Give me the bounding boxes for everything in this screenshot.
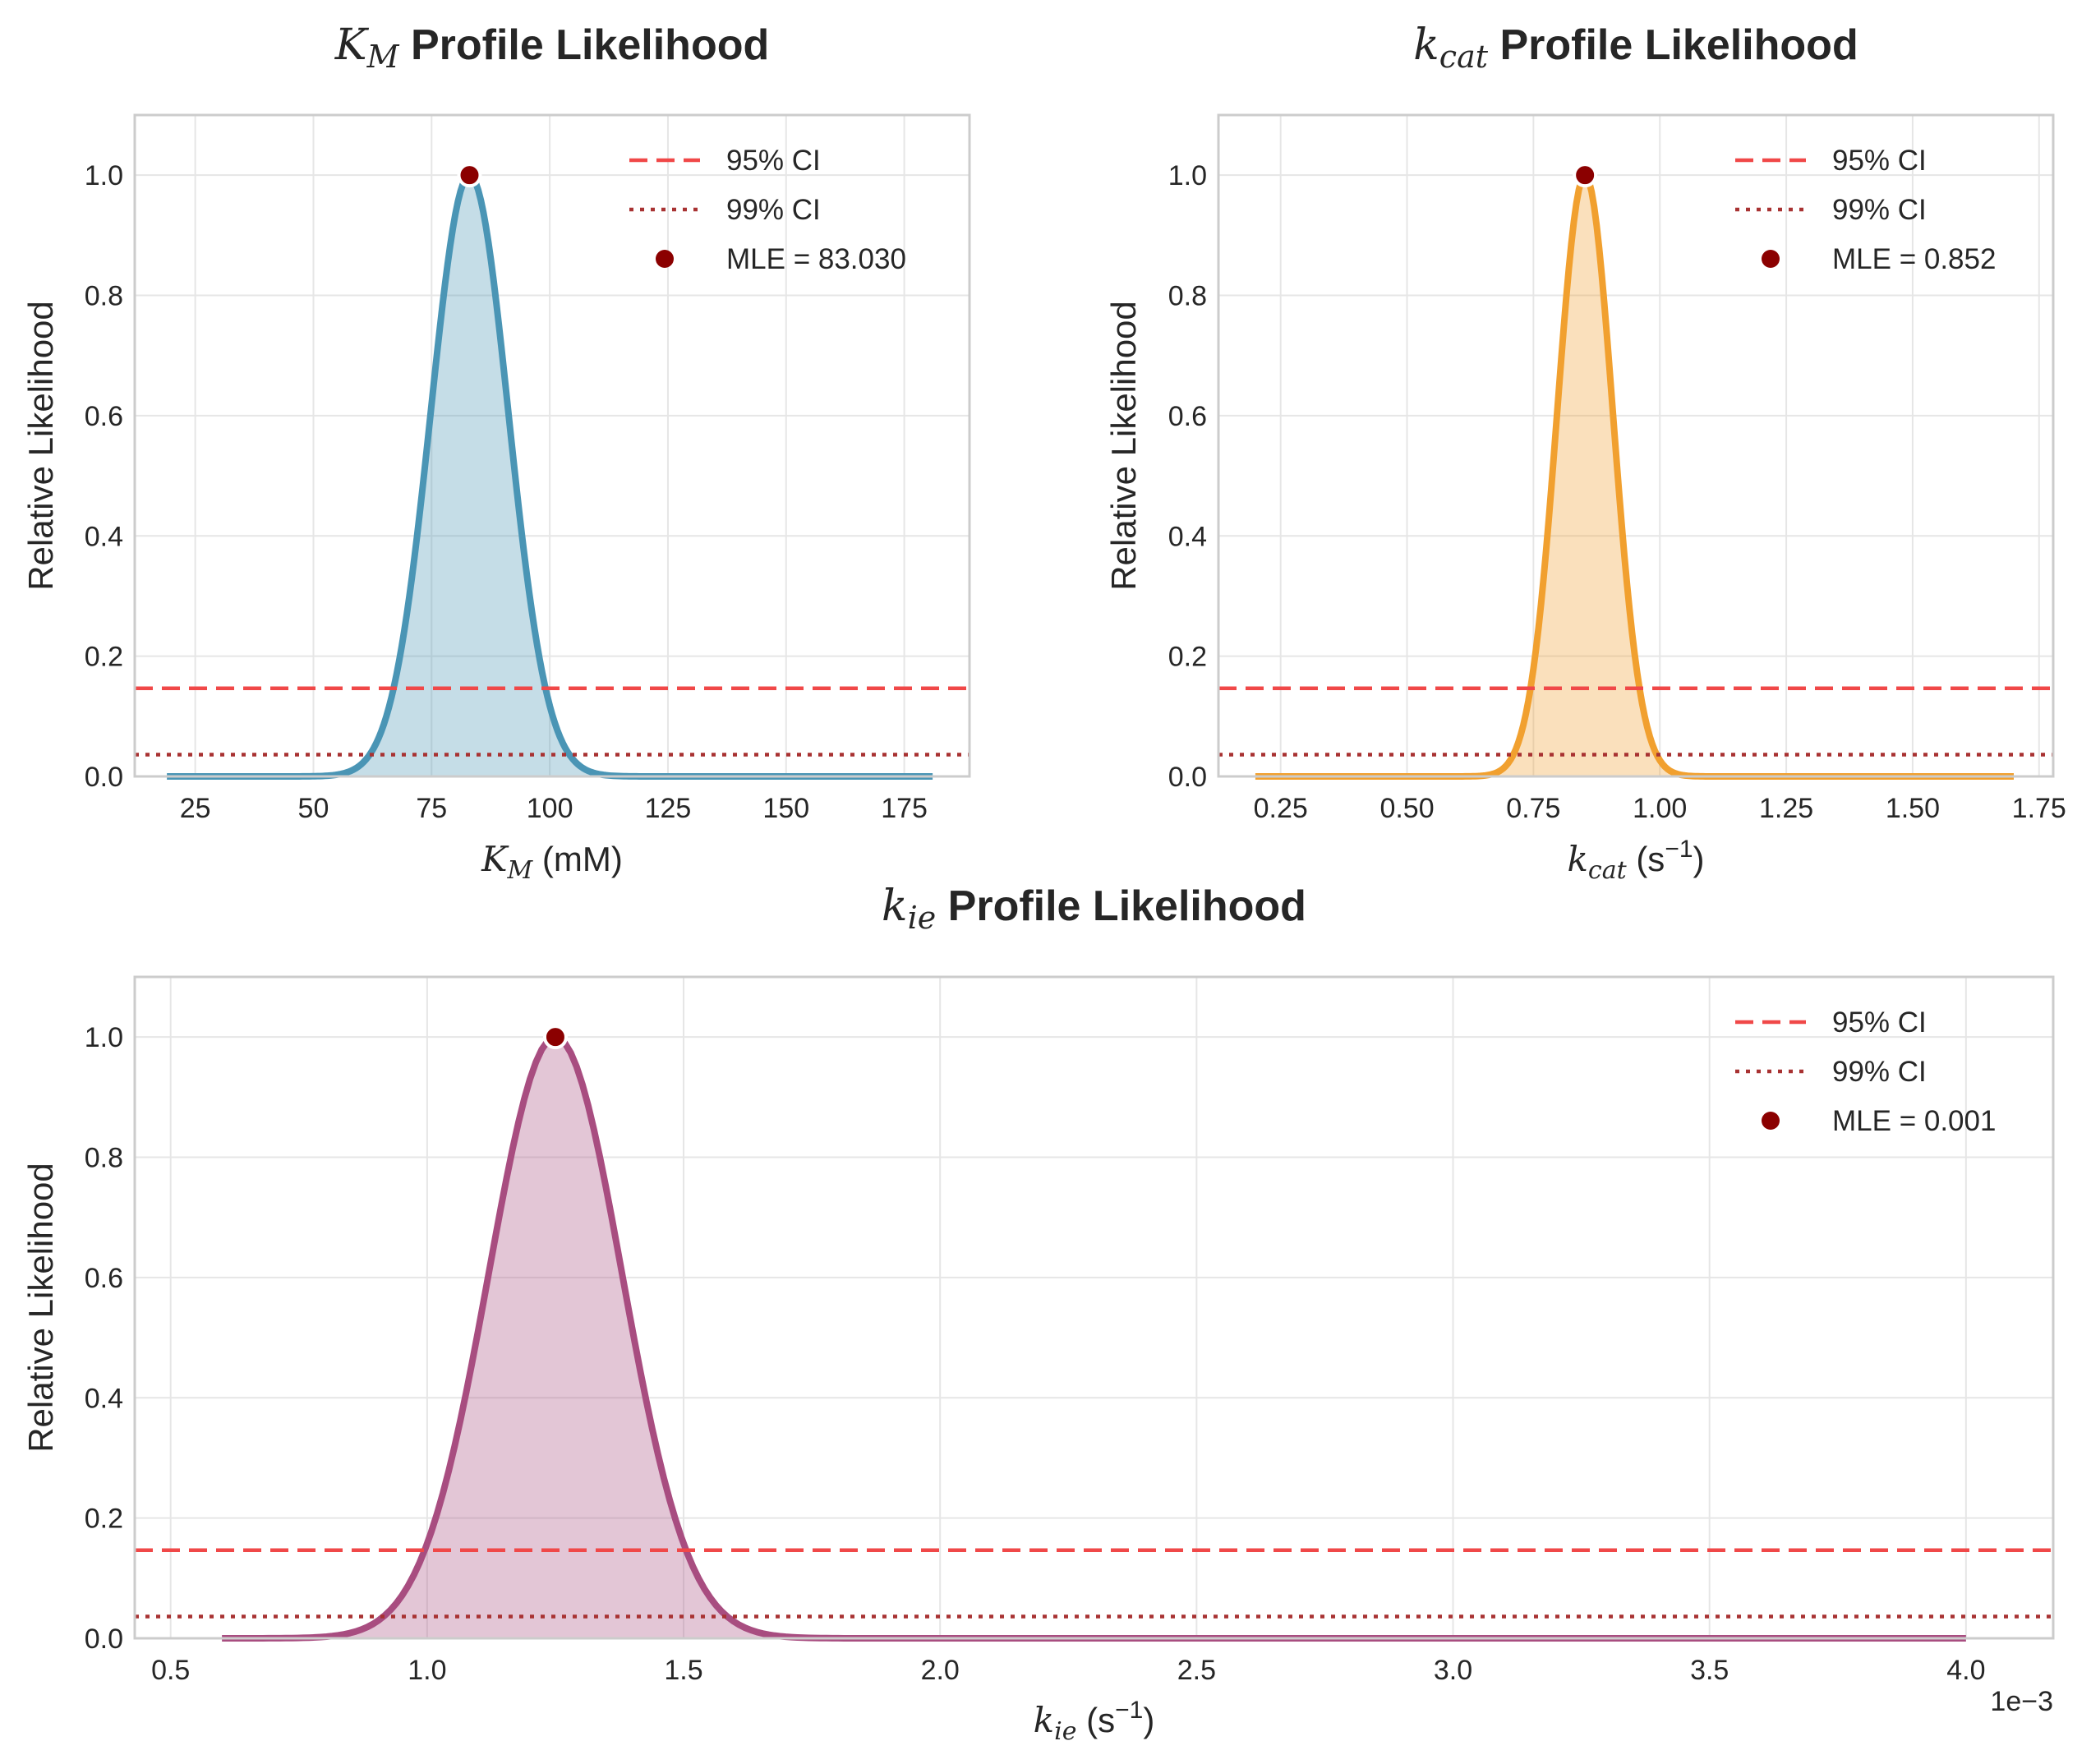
x-tick-label: 1.25 xyxy=(1759,793,1813,824)
y-tick-label: 0.4 xyxy=(85,1383,123,1414)
legend-mle-marker xyxy=(1762,250,1780,268)
panel-kcat: 0.25 0.50 0.75 1.00 1.25 1.50 1.75 0.0 0.2 0.4 0.6… xyxy=(1104,21,2066,885)
x-axis-label: KM (mM) xyxy=(481,839,623,885)
chart-title: KM Profile Likelihood xyxy=(334,21,770,75)
x-tick-label: 1.50 xyxy=(1886,793,1940,824)
x-tick-label: 175 xyxy=(881,793,928,824)
legend-label: 95% CI xyxy=(1832,1006,1927,1039)
y-tick-label: 0.6 xyxy=(85,401,123,432)
y-tick-label: 0.8 xyxy=(85,1143,123,1174)
y-axis-label: Relative Likelihood xyxy=(21,1163,60,1453)
y-tick-label: 1.0 xyxy=(85,1022,123,1053)
axes-frame xyxy=(1217,113,2055,778)
y-tick-label: 0.2 xyxy=(85,1504,123,1535)
x-axis-label: kie (s−1) xyxy=(1034,1697,1155,1746)
x-tick-label: 2.0 xyxy=(921,1655,960,1686)
y-tick-label: 1.0 xyxy=(1168,160,1207,191)
x-tick-label: 3.5 xyxy=(1690,1655,1729,1686)
y-tick-label: 0.6 xyxy=(1168,401,1207,432)
y-tick-label: 0.8 xyxy=(1168,281,1207,312)
y-tick-label: 0.0 xyxy=(85,762,123,793)
legend-label: 99% CI xyxy=(726,194,821,226)
y-tick-label: 0.8 xyxy=(85,281,123,312)
legend-label: 95% CI xyxy=(726,145,821,177)
mle-point xyxy=(542,1025,568,1050)
x-tick-label: 0.25 xyxy=(1254,793,1308,824)
x-tick-label: 75 xyxy=(416,793,447,824)
x-axis-label: kcat (s−1) xyxy=(1567,836,1704,885)
legend-label: 95% CI xyxy=(1832,145,1927,177)
y-tick-label: 0.4 xyxy=(1168,521,1207,552)
x-tick-label: 3.0 xyxy=(1434,1655,1472,1686)
x-tick-label: 4.0 xyxy=(1946,1655,1985,1686)
y-tick-label: 0.2 xyxy=(1168,642,1207,673)
legend: 95% CI 99% CI MLE = 0.001 xyxy=(1735,1006,1996,1137)
legend-label: 99% CI xyxy=(1832,1056,1927,1088)
chart-title: kcat Profile Likelihood xyxy=(1413,21,1858,75)
x-tick-label: 25 xyxy=(180,793,211,824)
x-tick-label: 2.5 xyxy=(1177,1655,1216,1686)
y-axis-label: Relative Likelihood xyxy=(21,301,60,591)
x-tick-label: 1.5 xyxy=(664,1655,702,1686)
panel-kie: 0.5 1.0 1.5 2.0 2.5 3.0 3.5 4.0 0.0 0.2 0.4 0.6 0.8 1… xyxy=(21,882,2055,1746)
x-tick-label: 150 xyxy=(762,793,809,824)
x-tick-label: 0.75 xyxy=(1506,793,1560,824)
y-tick-label: 0.0 xyxy=(85,1624,123,1655)
legend-label: MLE = 83.030 xyxy=(726,243,906,275)
y-tick-label: 0.2 xyxy=(85,642,123,673)
x-tick-label: 0.50 xyxy=(1379,793,1434,824)
y-tick-label: 1.0 xyxy=(85,160,123,191)
legend-mle-marker xyxy=(1762,1112,1780,1130)
plot-area xyxy=(135,115,970,776)
axes-frame xyxy=(133,975,2055,1640)
legend-label: 99% CI xyxy=(1832,194,1927,226)
legend: 95% CI 99% CI MLE = 0.852 xyxy=(1735,145,1996,275)
axes-frame xyxy=(133,113,971,778)
panel-km: 25 50 75 100 125 150 175 0.0 0.2 0.4 0.6 0.8 1.0 KM P… xyxy=(21,21,971,885)
y-axis-label: Relative Likelihood xyxy=(1104,301,1143,591)
legend-mle-marker xyxy=(656,250,674,268)
x-tick-label: 0.5 xyxy=(151,1655,190,1686)
y-tick-label: 0.0 xyxy=(1168,762,1207,793)
mle-point xyxy=(457,163,482,188)
plot-area xyxy=(135,977,2053,1638)
x-tick-label: 1.0 xyxy=(408,1655,446,1686)
x-tick-label: 125 xyxy=(645,793,692,824)
x-offset-text: 1e−3 xyxy=(1990,1686,2053,1717)
x-tick-label: 50 xyxy=(298,793,329,824)
chart-title: kie Profile Likelihood xyxy=(882,882,1306,936)
y-tick-label: 0.6 xyxy=(85,1263,123,1294)
x-tick-label: 1.75 xyxy=(2012,793,2066,824)
mle-point xyxy=(1573,163,1598,188)
y-tick-label: 0.4 xyxy=(85,521,123,552)
x-tick-label: 100 xyxy=(527,793,573,824)
likelihood-fill xyxy=(222,1037,1966,1638)
legend: 95% CI 99% CI MLE = 83.030 xyxy=(629,145,906,275)
legend-label: MLE = 0.001 xyxy=(1832,1105,1996,1137)
x-tick-label: 1.00 xyxy=(1633,793,1687,824)
legend-label: MLE = 0.852 xyxy=(1832,243,1996,275)
